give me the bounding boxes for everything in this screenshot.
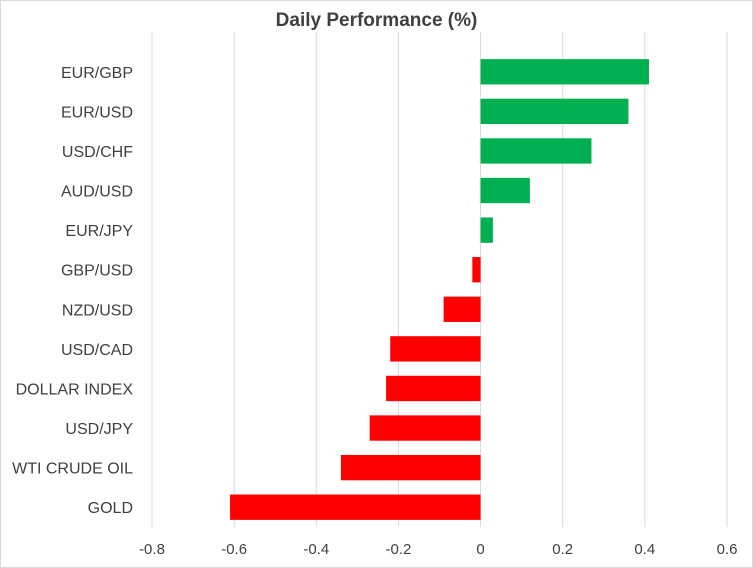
x-tick-label: -0.6 bbox=[221, 541, 247, 558]
bar bbox=[443, 296, 481, 322]
bar bbox=[480, 98, 629, 125]
chart-title: Daily Performance (%) bbox=[275, 10, 478, 31]
category-label: GBP/USD bbox=[61, 263, 133, 280]
bar bbox=[472, 257, 481, 283]
x-tick-label: 0.2 bbox=[552, 541, 573, 558]
bar bbox=[369, 415, 481, 441]
category-label: EUR/GBP bbox=[61, 65, 133, 82]
x-tick-label: -0.2 bbox=[385, 541, 411, 558]
category-label: GOLD bbox=[88, 500, 133, 517]
category-label: AUD/USD bbox=[61, 184, 133, 201]
x-tick-label: 0.6 bbox=[717, 541, 738, 558]
category-label: DOLLAR INDEX bbox=[16, 381, 134, 398]
bar bbox=[386, 375, 481, 402]
category-label: EUR/JPY bbox=[65, 223, 133, 240]
bar bbox=[480, 138, 592, 164]
x-tick-label: -0.4 bbox=[303, 541, 329, 558]
bar bbox=[480, 177, 530, 204]
category-label: EUR/USD bbox=[61, 104, 133, 121]
category-label: USD/CAD bbox=[61, 342, 133, 359]
bar bbox=[480, 217, 493, 243]
category-label: USD/CHF bbox=[62, 144, 133, 161]
bar bbox=[230, 494, 481, 520]
x-tick-label: 0.4 bbox=[634, 541, 655, 558]
bar bbox=[480, 59, 649, 85]
x-tick-label: 0 bbox=[476, 541, 484, 558]
bar bbox=[390, 336, 481, 362]
category-label: USD/JPY bbox=[65, 421, 133, 438]
category-label: WTI CRUDE OIL bbox=[12, 461, 133, 478]
category-label: NZD/USD bbox=[62, 302, 133, 319]
x-tick-label: -0.8 bbox=[139, 541, 165, 558]
bar bbox=[340, 454, 481, 481]
